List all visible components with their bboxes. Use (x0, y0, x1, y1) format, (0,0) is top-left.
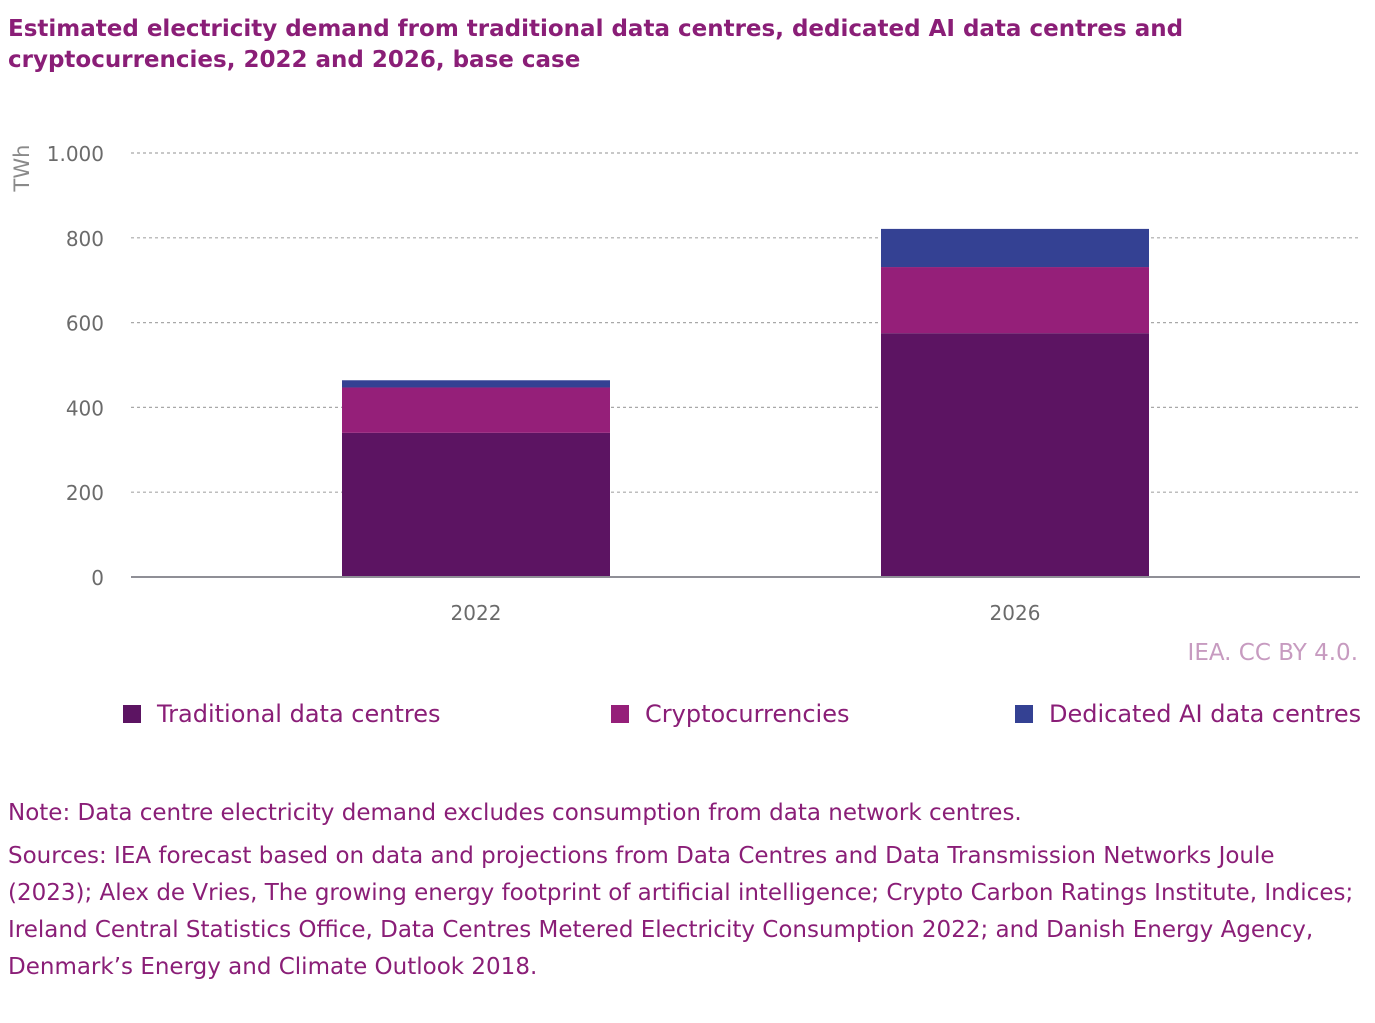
legend-swatch (123, 705, 141, 723)
bar-segment-traditional-data-centres (881, 333, 1149, 577)
x-tick-label: 2026 (990, 601, 1041, 625)
y-axis-label: TWh (10, 145, 34, 193)
legend-item-crypto: Cryptocurrencies (611, 700, 849, 728)
bar-segment-cryptocurrencies (342, 387, 610, 433)
chart-plot: 0 200 400 600 800 1.000 TWh 2022 2026 (10, 142, 1360, 625)
bar-segment-dedicated-ai-data-centres (342, 380, 610, 388)
sources-text: Sources: IEA forecast based on data and … (8, 843, 1354, 980)
note-text: Note: Data centre electricity demand exc… (8, 800, 1022, 826)
bar-segment-cryptocurrencies (881, 267, 1149, 334)
bar-segment-dedicated-ai-data-centres (881, 228, 1149, 268)
y-tick-label: 800 (66, 227, 104, 251)
legend-item-traditional: Traditional data centres (123, 700, 440, 728)
legend-label: Cryptocurrencies (645, 700, 850, 728)
legend-label: Traditional data centres (157, 700, 441, 728)
y-tick-label: 600 (66, 312, 104, 336)
chart-title: Estimated electricity demand from tradit… (8, 16, 1184, 73)
y-tick-label: 200 (66, 481, 104, 505)
bar-segment-traditional-data-centres (342, 432, 610, 577)
y-tick-label: 1.000 (47, 142, 104, 166)
x-tick-label: 2022 (451, 601, 502, 625)
legend-swatch (1015, 705, 1033, 723)
credit-text: IEA. CC BY 4.0. (1187, 640, 1358, 666)
legend-item-ai: Dedicated AI data centres (1015, 700, 1361, 728)
legend-label: Dedicated AI data centres (1049, 700, 1362, 728)
y-tick-label: 400 (66, 396, 104, 420)
y-tick-label: 0 (91, 566, 104, 590)
legend-swatch (611, 705, 629, 723)
